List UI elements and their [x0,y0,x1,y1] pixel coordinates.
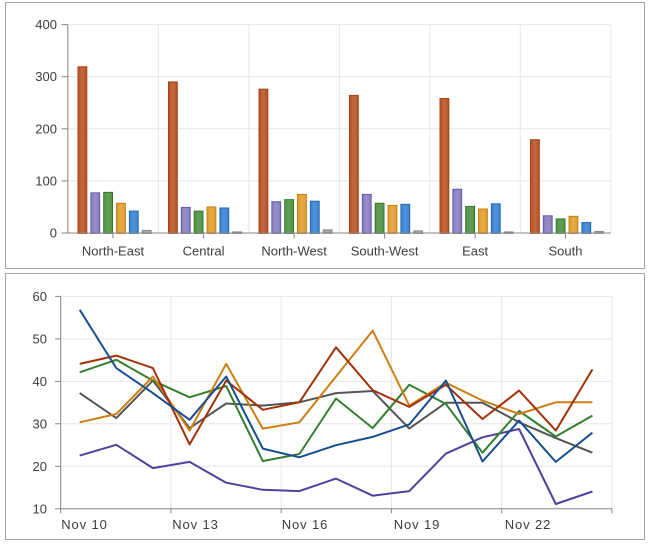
svg-text:Nov 13: Nov 13 [172,517,219,532]
svg-text:300: 300 [35,69,57,84]
svg-text:40: 40 [33,374,47,389]
svg-text:North-West: North-West [261,244,327,259]
svg-text:South: South [549,244,583,259]
svg-text:0: 0 [50,226,57,241]
svg-text:50: 50 [33,331,47,346]
svg-text:Nov 22: Nov 22 [505,517,552,532]
svg-text:South-West: South-West [351,244,419,259]
svg-text:10: 10 [33,501,47,516]
svg-text:400: 400 [35,17,57,32]
svg-text:North-East: North-East [82,244,145,259]
svg-text:200: 200 [35,121,57,136]
svg-text:East: East [462,244,488,259]
svg-text:30: 30 [33,416,47,431]
svg-text:100: 100 [35,173,57,188]
svg-text:60: 60 [33,289,47,304]
svg-text:Central: Central [183,244,225,259]
svg-text:Nov 16: Nov 16 [282,517,329,532]
svg-text:Nov 19: Nov 19 [394,517,441,532]
svg-text:20: 20 [33,459,47,474]
svg-text:Nov 10: Nov 10 [61,517,108,532]
